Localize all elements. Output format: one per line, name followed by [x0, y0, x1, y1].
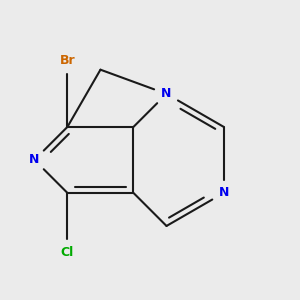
- Text: Cl: Cl: [61, 246, 74, 259]
- Text: Br: Br: [60, 54, 75, 67]
- Text: N: N: [218, 186, 229, 200]
- Text: N: N: [161, 87, 172, 101]
- Text: N: N: [29, 153, 40, 167]
